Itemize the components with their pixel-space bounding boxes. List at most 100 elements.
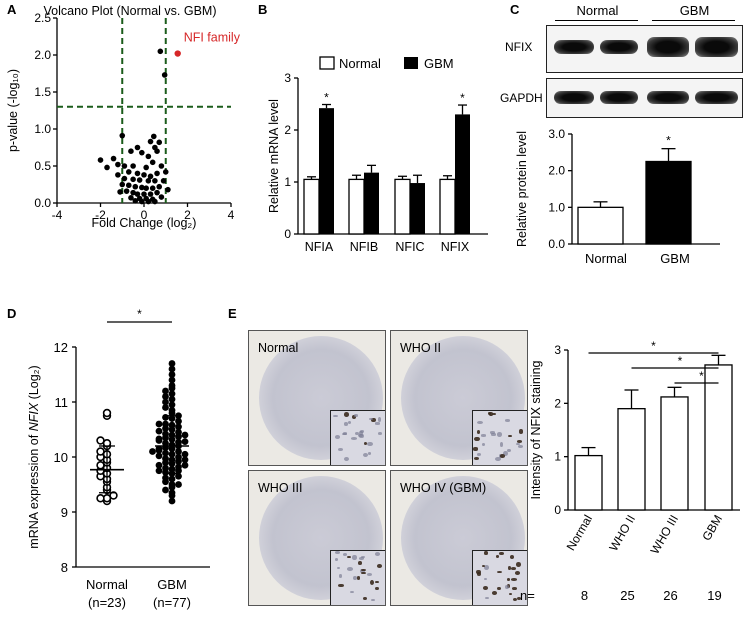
data-point-gbm [162,398,169,406]
stained-nucleus [336,566,340,570]
sample-count: 8 [581,588,588,603]
nfix-expression-dot-plot: 8 9 10 11 12 mRNA expression of NFIX (Log₂) No… [27,307,210,610]
y-axis-label: p-value (-log₁₀) [6,69,20,152]
y-tick-label: 1 [284,175,291,189]
y-axis-label-part: NFIX [27,402,41,431]
blot-band [647,37,689,57]
bar-gbm [704,364,733,511]
panel-label-c: C [510,2,520,17]
bar-who-iii [660,396,689,511]
stained-nucleus [360,569,365,574]
legend-swatch-gbm [404,57,418,69]
bar-normal-nfib [348,178,365,235]
stained-nucleus [359,557,365,561]
data-point-gbm [155,427,163,435]
y-tick-label: 0.0 [548,237,565,251]
data-point-gbm [149,448,156,455]
data-point [150,133,157,140]
stained-nucleus [514,570,521,575]
stained-nucleus [334,434,341,439]
data-point [156,139,163,146]
stained-nucleus [347,567,353,571]
stained-nucleus [491,412,496,416]
data-point [165,186,171,193]
stained-nucleus [517,596,522,600]
stained-nucleus [480,434,486,437]
stained-nucleus [378,432,383,435]
stained-nucleus [356,576,361,580]
stained-nucleus [359,433,364,439]
data-point [145,153,152,160]
stained-nucleus [354,432,359,436]
stained-nucleus [512,598,517,602]
volcano-plot: Volcano Plot (Normal vs. GBM) 0.0 0.5 1.0 1.… [6,4,241,230]
blot-band [600,91,638,104]
data-point [110,155,117,162]
data-point [154,189,160,196]
data-point [157,48,164,55]
data-point [141,191,147,197]
stained-nucleus [361,568,367,571]
y-tick-label: 0 [284,227,291,241]
sample-count-prefix: n= [520,588,535,603]
data-point [152,178,158,184]
western-blot: Normal GBM NFIX GAPDH [500,0,748,120]
y-tick-label: 2.0 [548,164,565,178]
stained-nucleus [497,432,503,437]
data-point [125,169,132,175]
data-point [134,191,141,197]
stained-nucleus [359,430,365,433]
data-point-gbm [168,390,176,398]
stained-nucleus [506,577,511,581]
stained-nucleus [477,421,483,425]
stained-nucleus [360,555,366,558]
tma-inset-2 [330,550,385,605]
y-tick-label: 1 [554,450,561,464]
blot-band [647,91,689,104]
data-point-gbm [168,382,176,389]
data-point-gbm [168,497,176,505]
x-tick-label: -2 [95,208,106,222]
data-point-gbm [162,404,169,411]
data-point [145,198,152,205]
stained-nucleus [335,551,341,555]
stained-nucleus [492,591,498,596]
data-point [123,188,130,194]
y-tick-label: 0.0 [34,196,51,210]
stained-nucleus [370,580,375,586]
tma-inset-1 [472,410,527,465]
stained-nucleus [349,590,355,593]
bar-gbm-nfib [364,172,379,234]
data-point-gbm [175,438,182,446]
y-tick-label: 9 [61,505,68,520]
stained-nucleus [375,580,380,584]
stained-nucleus [499,454,505,458]
legend-swatch-normal [319,56,335,70]
stained-nucleus [499,442,503,448]
data-point-gbm [181,461,189,469]
stained-nucleus [515,561,522,567]
data-point-gbm [175,472,182,480]
x-tick-label: NFIC [395,240,424,254]
blot-band [554,40,594,54]
data-point [125,182,132,189]
sample-count: 19 [707,588,721,603]
stained-nucleus [496,571,503,574]
data-point-gbm [162,393,169,400]
stained-nucleus [367,452,372,455]
y-tick-label: 3 [284,71,291,85]
y-axis-label-part: mRNA expression of [27,431,41,548]
data-point-gbm [162,430,169,438]
tma-image-grid: Normal WHO II WHO III WHO IV (GBM) [248,330,528,610]
bar-normal [574,454,603,511]
blot-row-label-nfix: NFIX [505,40,533,54]
stained-nucleus [511,567,517,571]
y-tick-label: 1.5 [34,85,51,99]
data-point [121,175,128,182]
stained-nucleus [473,447,478,451]
x-tick-label: NFIX [441,240,470,254]
stained-nucleus [505,419,511,422]
y-tick-label: 0.5 [34,159,51,173]
data-point [130,189,136,196]
stained-nucleus [497,587,501,591]
